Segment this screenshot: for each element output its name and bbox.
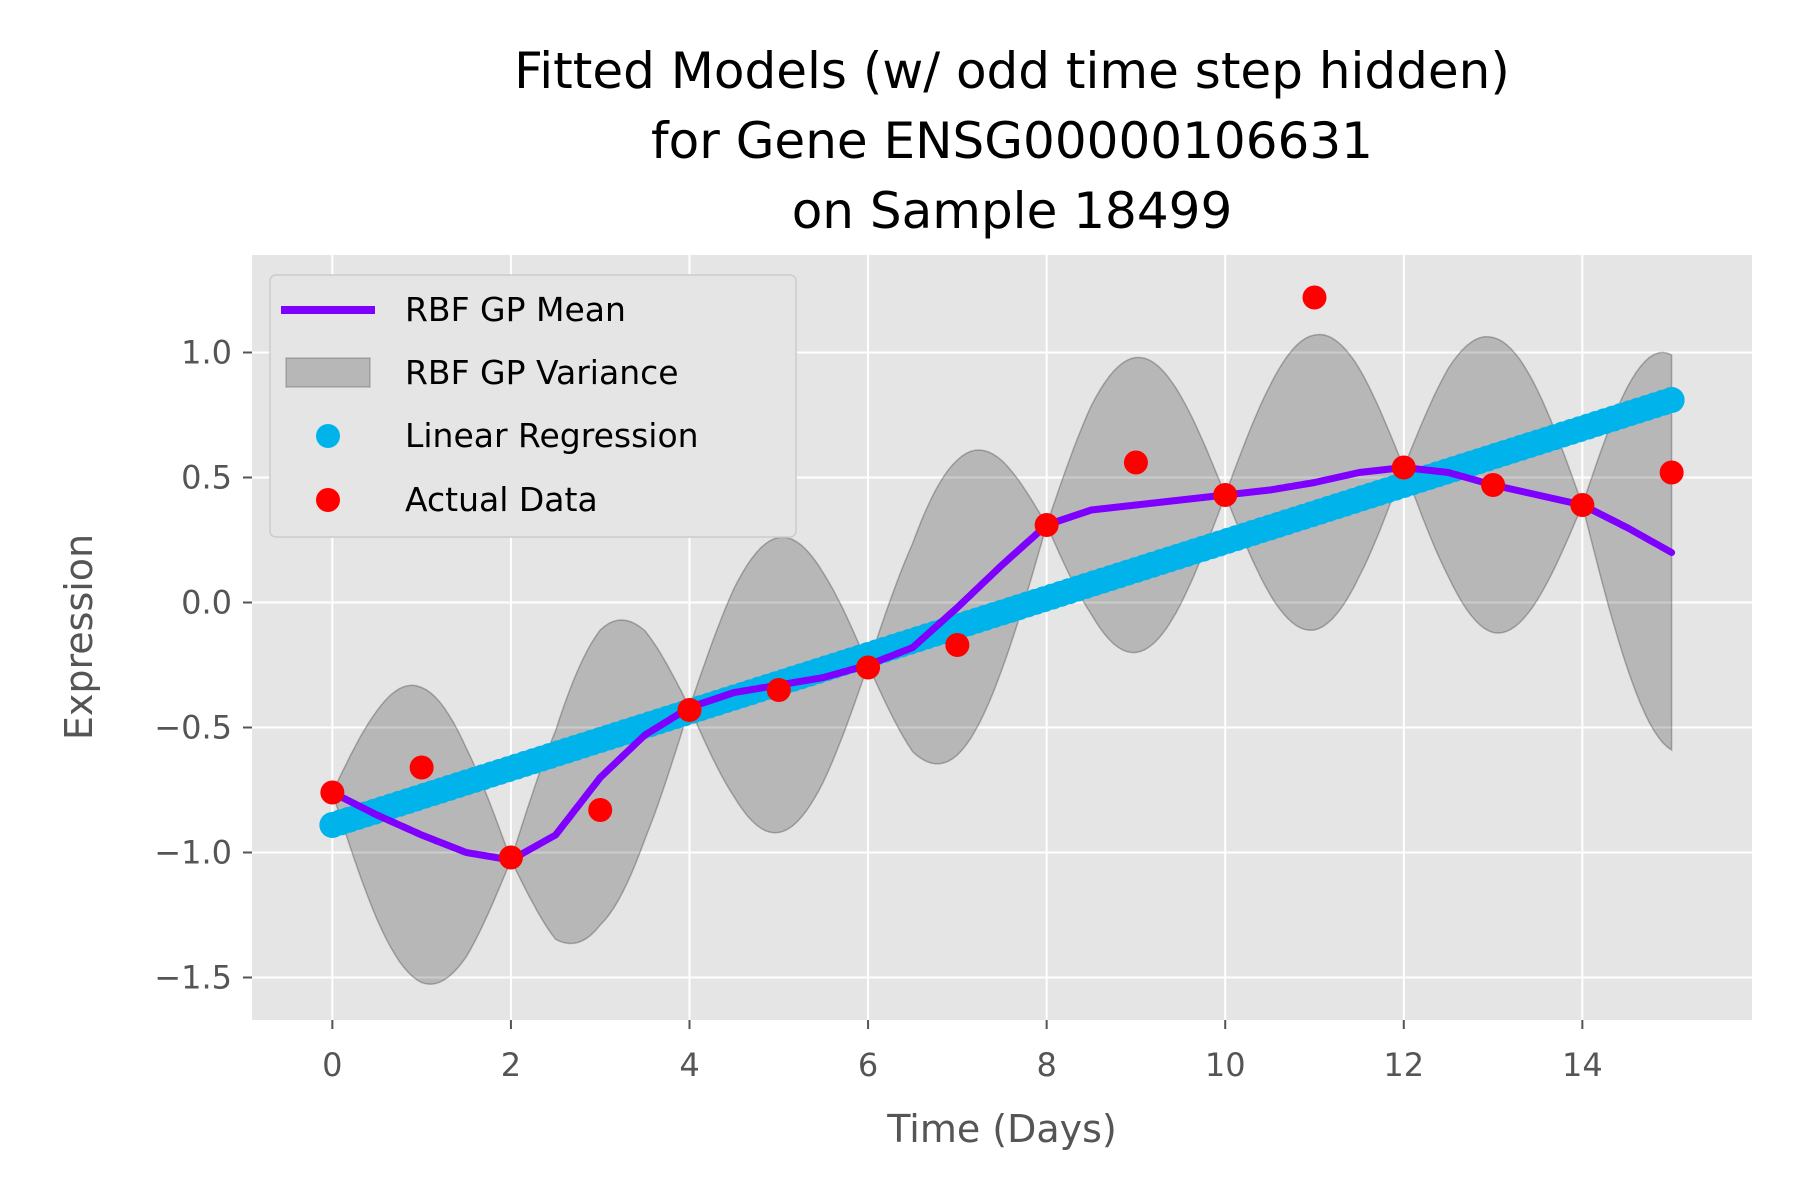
x-axis: 0 2 4 6 8 10 12 14 <box>322 1020 1603 1084</box>
y-tick-label: −1.0 <box>154 834 232 872</box>
actual-data-series <box>320 285 1684 870</box>
legend-actual-data-swatch <box>316 488 340 512</box>
gp-mean-series <box>328 464 1676 864</box>
x-tick-label: 6 <box>858 1046 878 1084</box>
y-tick-label: −1.5 <box>154 959 232 997</box>
chart-title-line-2: for Gene ENSG00000106631 <box>651 112 1373 170</box>
actual-data-point <box>1570 493 1595 517</box>
x-tick-label: 12 <box>1383 1046 1424 1084</box>
actual-data-point <box>766 678 791 702</box>
actual-data-point <box>1481 473 1506 497</box>
y-tick-label: −0.5 <box>154 709 232 747</box>
gp-mean-line <box>328 464 1676 864</box>
legend-gp-variance-label: RBF GP Variance <box>405 353 679 392</box>
chart-title: Fitted Models (w/ odd time step hidden) … <box>514 42 1510 240</box>
linear-regression-point <box>1658 387 1685 413</box>
actual-data-point <box>1302 285 1327 310</box>
y-tick-label: 0.5 <box>181 459 232 497</box>
chart-title-line-1: Fitted Models (w/ odd time step hidden) <box>514 42 1510 100</box>
y-axis-label: Expression <box>57 534 101 740</box>
y-tick-label: 0.0 <box>181 584 232 622</box>
legend-actual-data-label: Actual Data <box>405 480 598 519</box>
actual-data-point <box>1213 483 1238 507</box>
y-tick-label: 1.0 <box>181 334 232 372</box>
actual-data-point <box>498 845 523 870</box>
x-tick-label: 0 <box>322 1046 342 1084</box>
actual-data-point <box>588 798 613 822</box>
actual-data-point <box>1659 460 1684 485</box>
actual-data-point <box>1034 513 1059 537</box>
actual-data-point <box>409 755 434 780</box>
legend-frame <box>269 274 797 538</box>
legend-gp-variance-swatch <box>285 357 371 388</box>
x-tick-label: 10 <box>1205 1046 1246 1084</box>
legend: RBF GP Mean RBF GP Variance Linear Regre… <box>269 274 797 538</box>
actual-data-point <box>856 655 881 680</box>
actual-data-point <box>320 780 345 805</box>
legend-linear-regression-label: Linear Regression <box>405 416 699 455</box>
chart-title-line-3: on Sample 18499 <box>792 182 1233 240</box>
x-tick-label: 14 <box>1562 1046 1603 1084</box>
legend-linear-regression-swatch <box>316 424 340 448</box>
actual-data-point <box>1123 450 1148 475</box>
actual-data-point <box>677 698 702 722</box>
legend-gp-mean-label: RBF GP Mean <box>405 290 626 329</box>
x-tick-label: 4 <box>679 1046 699 1084</box>
x-tick-label: 8 <box>1036 1046 1056 1084</box>
x-axis-label: Time (Days) <box>886 1107 1117 1151</box>
y-axis: 1.0 0.5 0.0 −0.5 −1.0 −1.5 <box>154 334 252 997</box>
actual-data-point <box>945 633 970 657</box>
actual-data-point <box>1391 455 1416 480</box>
x-tick-label: 2 <box>501 1046 521 1084</box>
